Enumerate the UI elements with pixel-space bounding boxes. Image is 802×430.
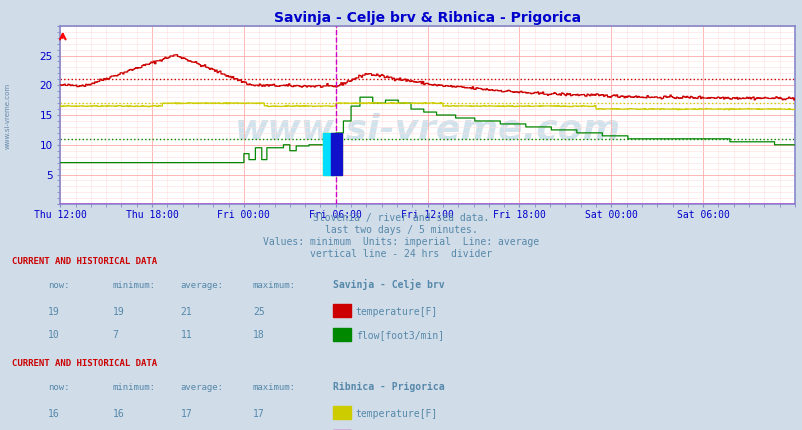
Text: Values: minimum  Units: imperial  Line: average: Values: minimum Units: imperial Line: av… (263, 237, 539, 247)
Text: 25: 25 (253, 307, 265, 317)
Bar (330, 133, 342, 175)
Text: now:: now: (48, 281, 70, 290)
Bar (322, 133, 342, 175)
Text: 19: 19 (48, 307, 60, 317)
Text: 17: 17 (180, 408, 192, 419)
Text: www.si-vreme.com: www.si-vreme.com (234, 112, 620, 146)
Text: 19: 19 (112, 307, 124, 317)
Text: Savinja - Celje brv: Savinja - Celje brv (333, 279, 444, 290)
Text: Slovenia / river and sea data.: Slovenia / river and sea data. (313, 213, 489, 223)
Bar (322, 133, 332, 175)
Text: 16: 16 (112, 408, 124, 419)
Title: Savinja - Celje brv & Ribnica - Prigorica: Savinja - Celje brv & Ribnica - Prigoric… (273, 11, 581, 25)
Text: last two days / 5 minutes.: last two days / 5 minutes. (325, 225, 477, 235)
Text: minimum:: minimum: (112, 281, 156, 290)
Text: maximum:: maximum: (253, 383, 296, 392)
Text: 7: 7 (112, 330, 118, 341)
Text: 16: 16 (48, 408, 60, 419)
Text: 17: 17 (253, 408, 265, 419)
Text: minimum:: minimum: (112, 383, 156, 392)
Text: 21: 21 (180, 307, 192, 317)
Text: average:: average: (180, 383, 224, 392)
Text: average:: average: (180, 281, 224, 290)
Text: 18: 18 (253, 330, 265, 341)
Text: www.si-vreme.com: www.si-vreme.com (5, 83, 11, 149)
Text: 10: 10 (48, 330, 60, 341)
Text: CURRENT AND HISTORICAL DATA: CURRENT AND HISTORICAL DATA (12, 359, 157, 369)
Text: temperature[F]: temperature[F] (355, 307, 437, 317)
Text: temperature[F]: temperature[F] (355, 408, 437, 419)
Text: Ribnica - Prigorica: Ribnica - Prigorica (333, 382, 444, 392)
Text: flow[foot3/min]: flow[foot3/min] (355, 330, 444, 341)
Text: vertical line - 24 hrs  divider: vertical line - 24 hrs divider (310, 249, 492, 259)
Text: 11: 11 (180, 330, 192, 341)
Text: maximum:: maximum: (253, 281, 296, 290)
Text: now:: now: (48, 383, 70, 392)
Text: CURRENT AND HISTORICAL DATA: CURRENT AND HISTORICAL DATA (12, 258, 157, 267)
